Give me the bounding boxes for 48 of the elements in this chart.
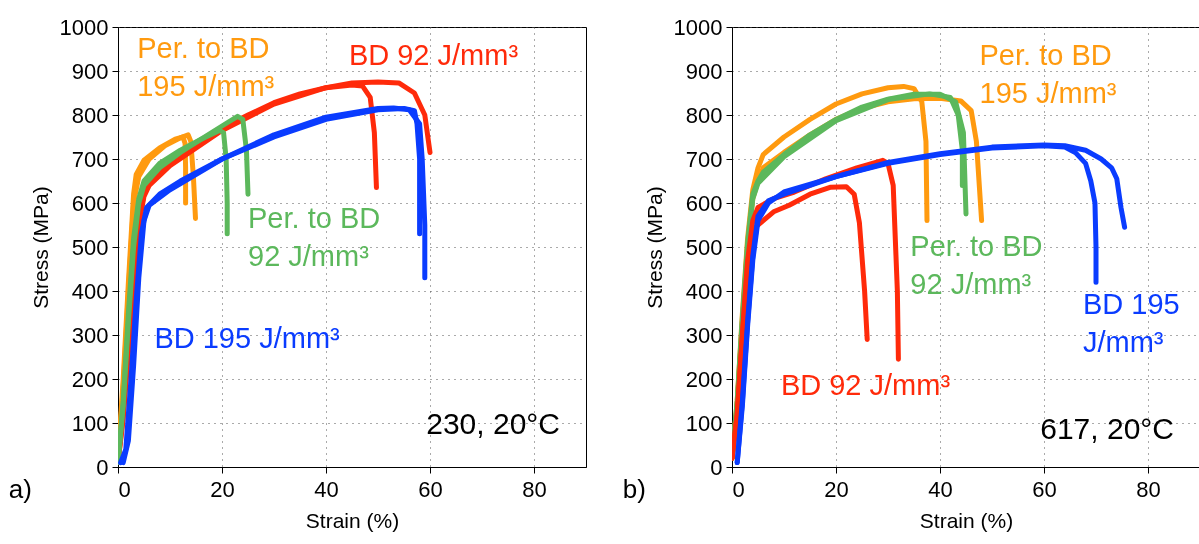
x-tick-label: 80	[1136, 476, 1161, 502]
y-tick-label: 100	[71, 410, 109, 436]
y-tick-label: 500	[71, 234, 109, 260]
series-label: Per. to BD 195 J/mm³	[979, 38, 1117, 109]
y-tick-label: 700	[71, 146, 109, 172]
y-tick-label: 400	[71, 278, 109, 304]
x-tick-label: 0	[732, 476, 745, 502]
y-tick-label: 200	[71, 366, 109, 392]
x-tick-label: 40	[314, 476, 339, 502]
series-label: Per. to BD 92 J/mm³	[248, 202, 381, 273]
series-label: Per. to BD 92 J/mm³	[910, 230, 1043, 301]
series-label: BD 195 J/mm³	[154, 322, 341, 355]
y-axis-title: Stress (MPa)	[28, 186, 52, 309]
y-tick-label: 1000	[673, 14, 723, 40]
series-label: Per. to BD 195 J/mm³	[137, 32, 275, 102]
y-tick-label: 0	[710, 454, 723, 480]
x-tick-label: 40	[928, 476, 953, 502]
y-tick-label: 300	[685, 322, 723, 348]
y-axis-title: Stress (MPa)	[642, 186, 666, 309]
y-tick-label: 600	[71, 190, 109, 216]
y-tick-label: 900	[685, 58, 723, 84]
y-tick-label: 100	[685, 410, 723, 436]
y-tick-label: 800	[685, 102, 723, 128]
x-tick-label: 20	[210, 476, 235, 502]
x-tick-label: 80	[522, 476, 547, 502]
annotation: 230, 20°C	[426, 407, 560, 441]
annotation: 617, 20°C	[1040, 412, 1174, 446]
text: a)	[8, 473, 32, 504]
x-tick-label: 20	[824, 476, 849, 502]
y-tick-label: 300	[71, 322, 109, 348]
y-tick-label: 800	[71, 102, 109, 128]
y-tick-label: 200	[685, 366, 723, 392]
y-tick-label: 500	[685, 234, 723, 260]
y-tick-label: 1000	[59, 14, 109, 40]
x-axis-title: Strain (%)	[305, 508, 400, 532]
series-label: BD 195 J/mm³	[1083, 288, 1180, 359]
series-label: BD 92 J/mm³	[348, 38, 519, 71]
x-tick-label: 0	[118, 476, 131, 502]
series-label: BD 92 J/mm³	[780, 369, 951, 402]
y-tick-label: 700	[685, 146, 723, 172]
y-tick-label: 400	[685, 278, 723, 304]
x-tick-label: 60	[1032, 476, 1057, 502]
text: b)	[622, 473, 646, 504]
y-tick-label: 600	[685, 190, 723, 216]
y-tick-label: 900	[71, 58, 109, 84]
x-tick-label: 60	[418, 476, 443, 502]
y-tick-label: 0	[96, 454, 109, 480]
x-axis-title: Strain (%)	[919, 508, 1014, 532]
